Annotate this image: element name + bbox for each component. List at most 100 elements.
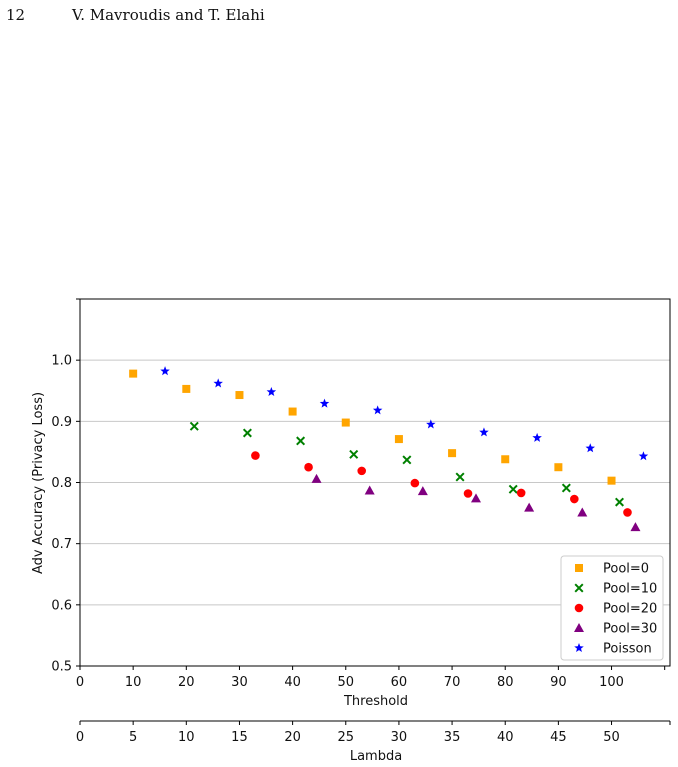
x-tick-label: 50 — [337, 675, 354, 690]
y-tick-label: 0.9 — [51, 415, 72, 430]
legend-marker — [574, 603, 584, 613]
data-point — [182, 384, 191, 393]
secondary-x-axis: 0 5 10 15 20 25 30 35 40 45 50 — [76, 720, 671, 745]
data-point — [296, 436, 306, 446]
data-point — [638, 451, 649, 461]
secondary-x-tick-label: 25 — [337, 730, 354, 745]
series-pool-0 — [129, 369, 616, 485]
data-point — [160, 366, 170, 376]
data-point — [189, 421, 199, 431]
data-point — [508, 484, 518, 494]
data-point — [129, 369, 138, 378]
data-point — [570, 494, 579, 504]
legend-label: Pool=10 — [603, 582, 657, 597]
legend-label: Pool=20 — [603, 602, 657, 617]
secondary-x-tick-label: 0 — [76, 730, 84, 745]
data-point — [614, 497, 625, 507]
secondary-x-tick-label: 45 — [550, 730, 567, 745]
data-point — [455, 472, 465, 482]
legend: Pool=0 Pool=10 Pool=20 Pool=30 Poisson — [560, 555, 664, 661]
series-pool-20 — [251, 451, 632, 517]
data-point — [448, 449, 457, 458]
secondary-x-axis-title: Lambda — [350, 749, 402, 764]
secondary-x-tick-label: 40 — [497, 730, 514, 745]
legend-label: Poisson — [603, 642, 652, 657]
secondary-x-tick-label: 5 — [129, 730, 137, 745]
data-points — [129, 366, 649, 532]
y-axis-title: Adv Accuracy (Privacy Loss) — [31, 392, 46, 574]
data-point — [532, 432, 542, 442]
x-tick-label: 100 — [599, 675, 624, 690]
x-tick-label: 90 — [550, 675, 567, 690]
data-point — [288, 407, 297, 416]
legend-box — [560, 555, 664, 661]
data-point — [213, 378, 223, 388]
x-tick-label: 10 — [125, 675, 142, 690]
x-axis-title: Threshold — [343, 694, 408, 709]
legend-label: Pool=30 — [603, 622, 657, 637]
x-tick-label: 80 — [497, 675, 514, 690]
data-point — [304, 462, 313, 472]
data-point — [554, 463, 563, 472]
data-point — [417, 486, 428, 496]
data-point — [585, 443, 596, 453]
data-point — [630, 522, 641, 532]
y-tick-label: 0.6 — [51, 598, 72, 613]
data-point — [501, 455, 510, 464]
data-point — [524, 502, 535, 512]
page-number: 12 — [6, 6, 26, 24]
x-axis: 0 10 20 30 40 50 60 70 80 90 100 — [76, 666, 666, 690]
data-point — [319, 398, 330, 408]
series-poisson — [160, 366, 649, 461]
data-point — [516, 488, 526, 498]
y-tick-label: 0.7 — [51, 537, 72, 552]
data-point — [470, 493, 481, 503]
data-point — [311, 473, 322, 483]
x-tick-label: 20 — [178, 675, 195, 690]
series-pool-10 — [189, 421, 625, 507]
secondary-x-tick-label: 15 — [231, 730, 248, 745]
secondary-x-tick-label: 10 — [178, 730, 195, 745]
data-point — [623, 508, 632, 517]
data-point — [402, 455, 412, 465]
data-point — [251, 451, 260, 460]
data-point — [479, 427, 489, 437]
x-tick-label: 60 — [391, 675, 408, 690]
y-tick-label: 1.0 — [51, 354, 72, 369]
y-axis: 0.5 0.6 0.7 0.8 0.9 1.0 — [51, 298, 80, 675]
data-point — [577, 507, 588, 517]
legend-label: Pool=0 — [603, 562, 649, 577]
x-tick-label: 0 — [76, 675, 84, 690]
secondary-x-tick-label: 35 — [444, 730, 461, 745]
data-point — [426, 419, 436, 429]
running-head: 12 V. Mavroudis and T. Elahi — [0, 0, 678, 30]
data-point — [364, 485, 375, 495]
legend-marker — [574, 623, 584, 632]
series-pool-30 — [311, 473, 641, 532]
legend-marker — [574, 583, 584, 593]
x-tick-label: 40 — [284, 675, 301, 690]
running-head-authors: V. Mavroudis and T. Elahi — [72, 6, 265, 24]
data-point — [607, 476, 616, 485]
y-tick-label: 0.5 — [51, 660, 72, 675]
data-point — [235, 391, 244, 400]
secondary-x-tick-label: 30 — [391, 730, 408, 745]
x-tick-label: 30 — [231, 675, 248, 690]
x-tick-label: 70 — [444, 675, 461, 690]
data-point — [463, 489, 473, 498]
legend-marker — [575, 564, 583, 572]
data-point — [561, 483, 571, 493]
y-tick-label: 0.8 — [51, 476, 72, 491]
legend-marker — [574, 643, 584, 653]
secondary-x-tick-label: 20 — [284, 730, 301, 745]
data-point — [242, 428, 252, 438]
data-point — [341, 418, 350, 427]
data-point — [349, 449, 359, 459]
data-point — [266, 386, 277, 397]
data-point — [357, 466, 367, 476]
data-point — [410, 478, 420, 488]
data-point — [372, 405, 383, 415]
secondary-x-tick-label: 50 — [603, 730, 620, 745]
data-point — [394, 435, 403, 444]
